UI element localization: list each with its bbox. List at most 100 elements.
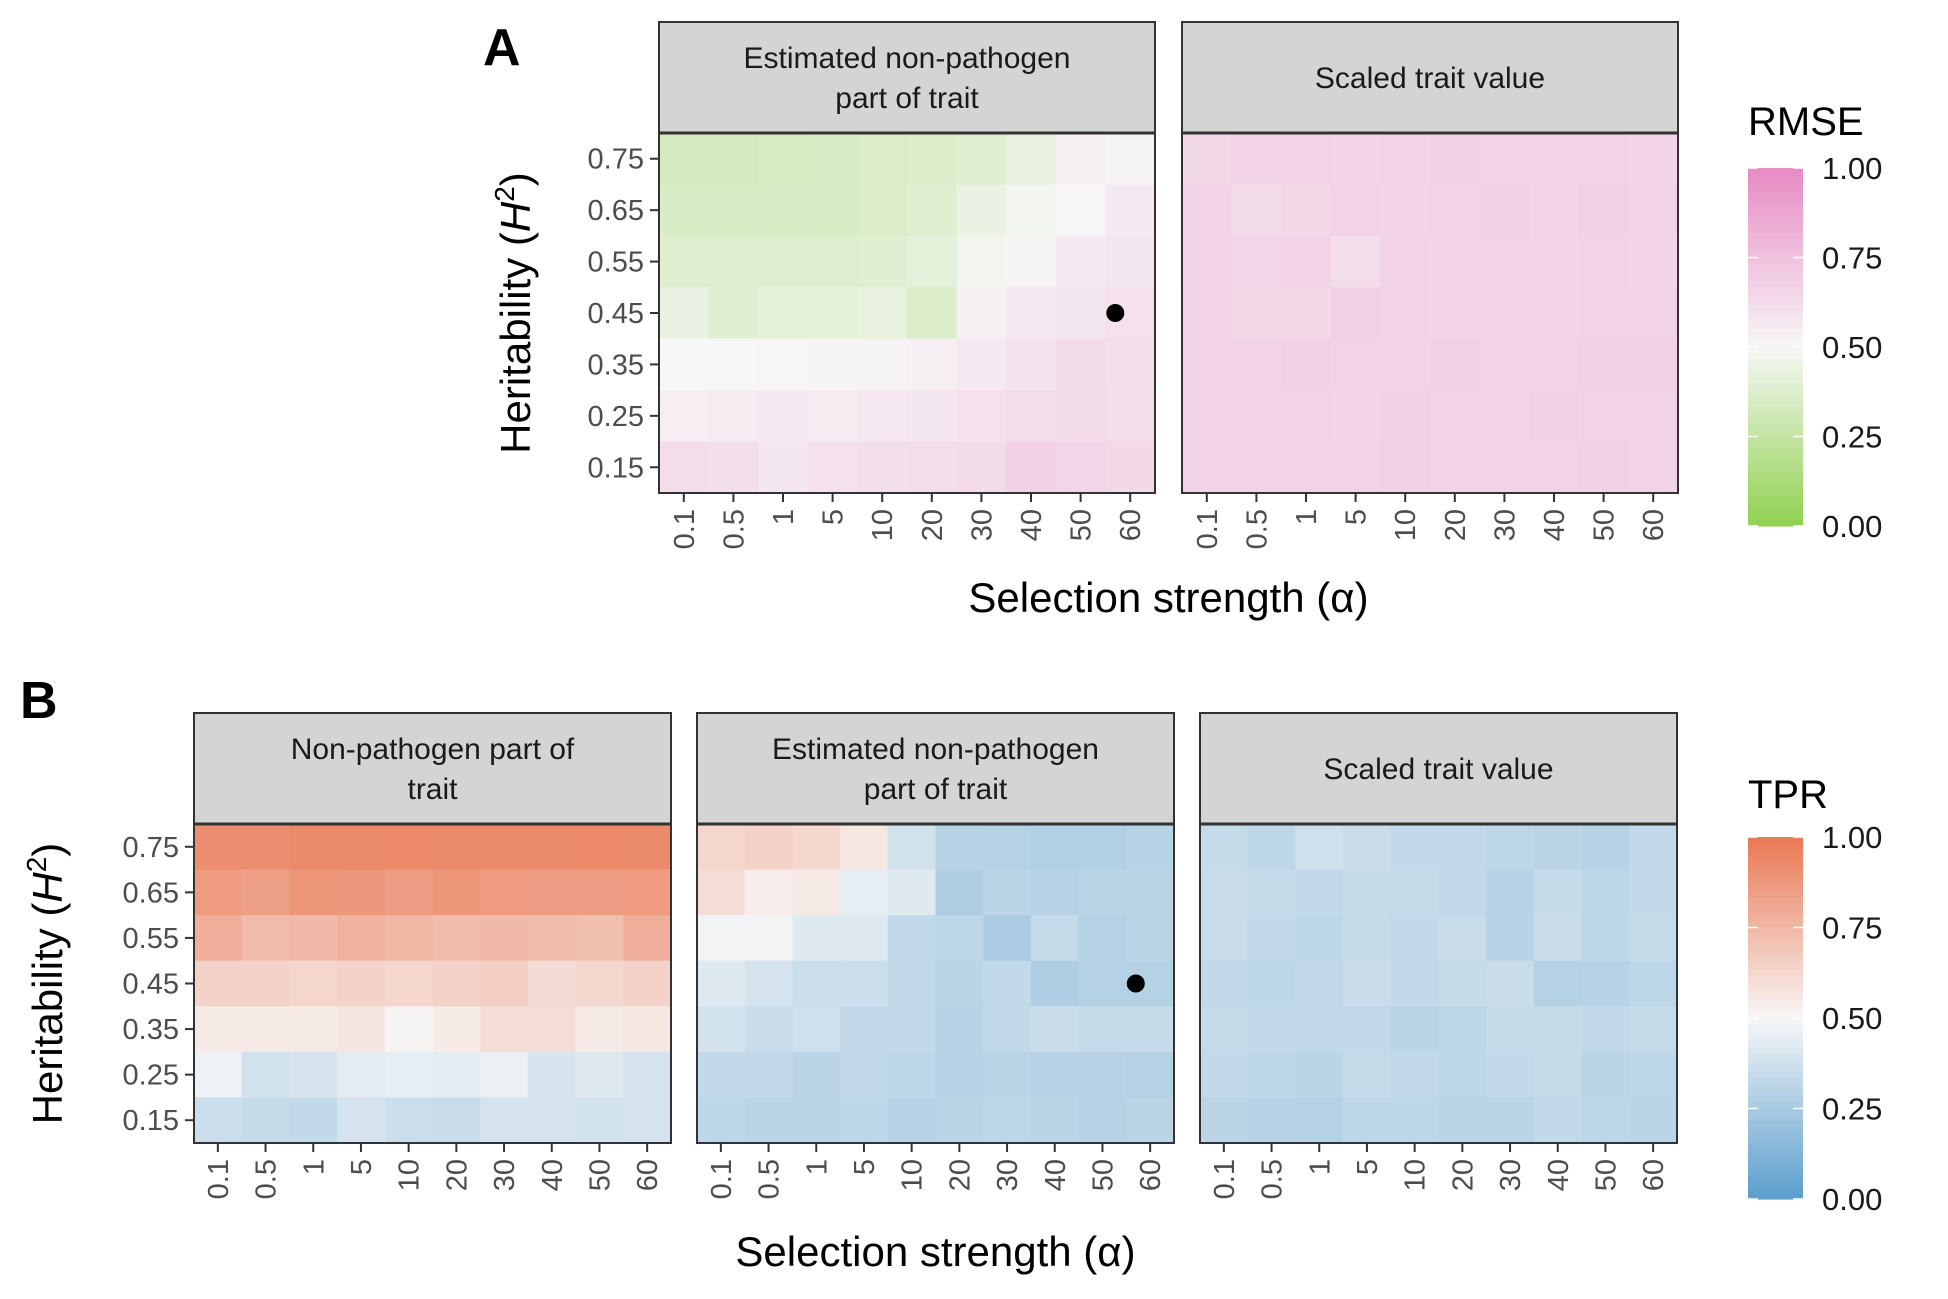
heat-cell bbox=[857, 235, 908, 288]
heat-cell bbox=[480, 1051, 529, 1099]
heat-cell bbox=[194, 915, 243, 962]
heat-cell bbox=[1126, 1097, 1175, 1144]
heat-cell bbox=[480, 1097, 529, 1144]
heat-cell bbox=[575, 824, 624, 871]
facet-1: Non-pathogen part of trait 0.1 0.5 1 5 10 20 30 4… bbox=[123, 712, 672, 1199]
heat-cell bbox=[527, 824, 577, 871]
panel-letter-b: B bbox=[20, 672, 58, 730]
heat-cell bbox=[1581, 824, 1630, 871]
y-axis-title-sup: 2 bbox=[21, 857, 52, 873]
heat-cell bbox=[840, 869, 889, 916]
colorbar-step bbox=[1748, 287, 1803, 294]
heat-cell bbox=[857, 287, 908, 340]
facet-2: Scaled trait value 0.1 0.5 1 5 10 20 30 40 50 60 bbox=[1181, 21, 1679, 549]
heat-cell bbox=[289, 869, 338, 916]
heat-cell bbox=[289, 960, 338, 1007]
colorbar-step bbox=[1748, 939, 1803, 947]
heat-cell bbox=[983, 1097, 1032, 1144]
panel-letter-a: A bbox=[483, 19, 521, 77]
x-tick-label: 60 bbox=[1135, 1159, 1167, 1191]
heat-cell bbox=[1628, 235, 1679, 288]
heat-cell bbox=[241, 1051, 290, 1099]
facet-strip bbox=[193, 712, 672, 825]
colorbar-step bbox=[1748, 1030, 1803, 1037]
colorbar-step bbox=[1748, 1102, 1803, 1110]
heat-cell bbox=[1343, 1097, 1392, 1144]
colorbar-step bbox=[1748, 436, 1803, 444]
heat-cell bbox=[337, 960, 386, 1007]
colorbar-step bbox=[1748, 987, 1803, 995]
x-tick-label: 40 bbox=[1543, 1159, 1575, 1191]
colorbar-step bbox=[1748, 269, 1803, 276]
y-axis-title-close: ) bbox=[492, 172, 539, 186]
colorbar-step bbox=[1748, 382, 1803, 390]
heat-cell bbox=[1105, 235, 1156, 288]
colorbar-step bbox=[1748, 185, 1803, 193]
colorbar-step bbox=[1748, 460, 1803, 467]
heat-cell bbox=[1030, 1006, 1080, 1053]
heat-cell bbox=[1430, 184, 1481, 237]
heat-cell bbox=[1200, 1051, 1249, 1099]
heat-cell bbox=[744, 1006, 793, 1053]
colorbar-step bbox=[1748, 957, 1803, 965]
heat-cell bbox=[241, 1006, 290, 1053]
heat-cell bbox=[659, 235, 710, 288]
heat-cell bbox=[1343, 824, 1392, 871]
heat-cell bbox=[480, 960, 529, 1007]
x-tick-label: 1 bbox=[298, 1159, 330, 1175]
y-tick-label: 0.25 bbox=[123, 1060, 179, 1092]
colorbar-step bbox=[1748, 981, 1803, 989]
facet-2: Estimated non-pathogen part of trait 0.1 0.… bbox=[696, 712, 1175, 1199]
x-tick-label: 0.1 bbox=[706, 1159, 738, 1199]
heat-cell bbox=[289, 915, 338, 962]
heat-cell bbox=[1628, 338, 1679, 391]
colorbar-step bbox=[1748, 311, 1803, 318]
heat-cell bbox=[907, 338, 958, 391]
colorbar-step bbox=[1748, 1144, 1803, 1152]
heat-cell bbox=[527, 915, 577, 962]
heat-cell bbox=[907, 235, 958, 288]
heat-cell bbox=[1390, 1097, 1440, 1144]
heat-cell bbox=[887, 960, 937, 1007]
heat-cell bbox=[1200, 1006, 1249, 1053]
colorbar-step bbox=[1748, 891, 1803, 898]
colorbar-step bbox=[1748, 418, 1803, 426]
heat-cell bbox=[337, 1006, 386, 1053]
heat-cell bbox=[1578, 287, 1629, 340]
colorbar-step bbox=[1748, 191, 1803, 199]
heat-cell bbox=[1055, 235, 1106, 288]
colorbar-step bbox=[1748, 993, 1803, 1001]
heat-cell bbox=[527, 1097, 577, 1144]
heat-cell bbox=[1430, 338, 1481, 391]
colorbar-step bbox=[1748, 1018, 1803, 1025]
heat-cell bbox=[1390, 869, 1440, 916]
heat-cell bbox=[1533, 1006, 1583, 1053]
heat-cell bbox=[384, 1006, 434, 1053]
heat-cell bbox=[708, 287, 759, 340]
colorbar-step bbox=[1748, 496, 1803, 503]
heat-cell bbox=[744, 960, 793, 1007]
heat-cell bbox=[1078, 960, 1127, 1007]
colorbar-step bbox=[1748, 221, 1803, 229]
colorbar-step bbox=[1748, 472, 1803, 479]
y-tick-label: 0.75 bbox=[588, 144, 644, 176]
heat-cell bbox=[956, 184, 1007, 237]
heat-cell bbox=[1330, 441, 1381, 494]
heat-cell bbox=[1295, 869, 1344, 916]
heat-cell bbox=[241, 1097, 290, 1144]
y-tick-label: 0.55 bbox=[588, 247, 644, 279]
heat-cell bbox=[1231, 441, 1282, 494]
heat-cell bbox=[1055, 287, 1106, 340]
heat-cell bbox=[1380, 441, 1431, 494]
heat-cell bbox=[956, 133, 1007, 186]
heat-cell bbox=[744, 1097, 793, 1144]
heat-cell bbox=[1629, 1051, 1678, 1099]
heat-cell bbox=[1343, 1051, 1392, 1099]
heat-cell bbox=[857, 184, 908, 237]
colorbar-step bbox=[1748, 999, 1803, 1007]
heat-cell bbox=[480, 824, 529, 871]
x-tick-label: 20 bbox=[944, 1159, 976, 1191]
heat-cell bbox=[758, 441, 809, 494]
heat-cell bbox=[1182, 235, 1233, 288]
heat-cell bbox=[1486, 824, 1535, 871]
